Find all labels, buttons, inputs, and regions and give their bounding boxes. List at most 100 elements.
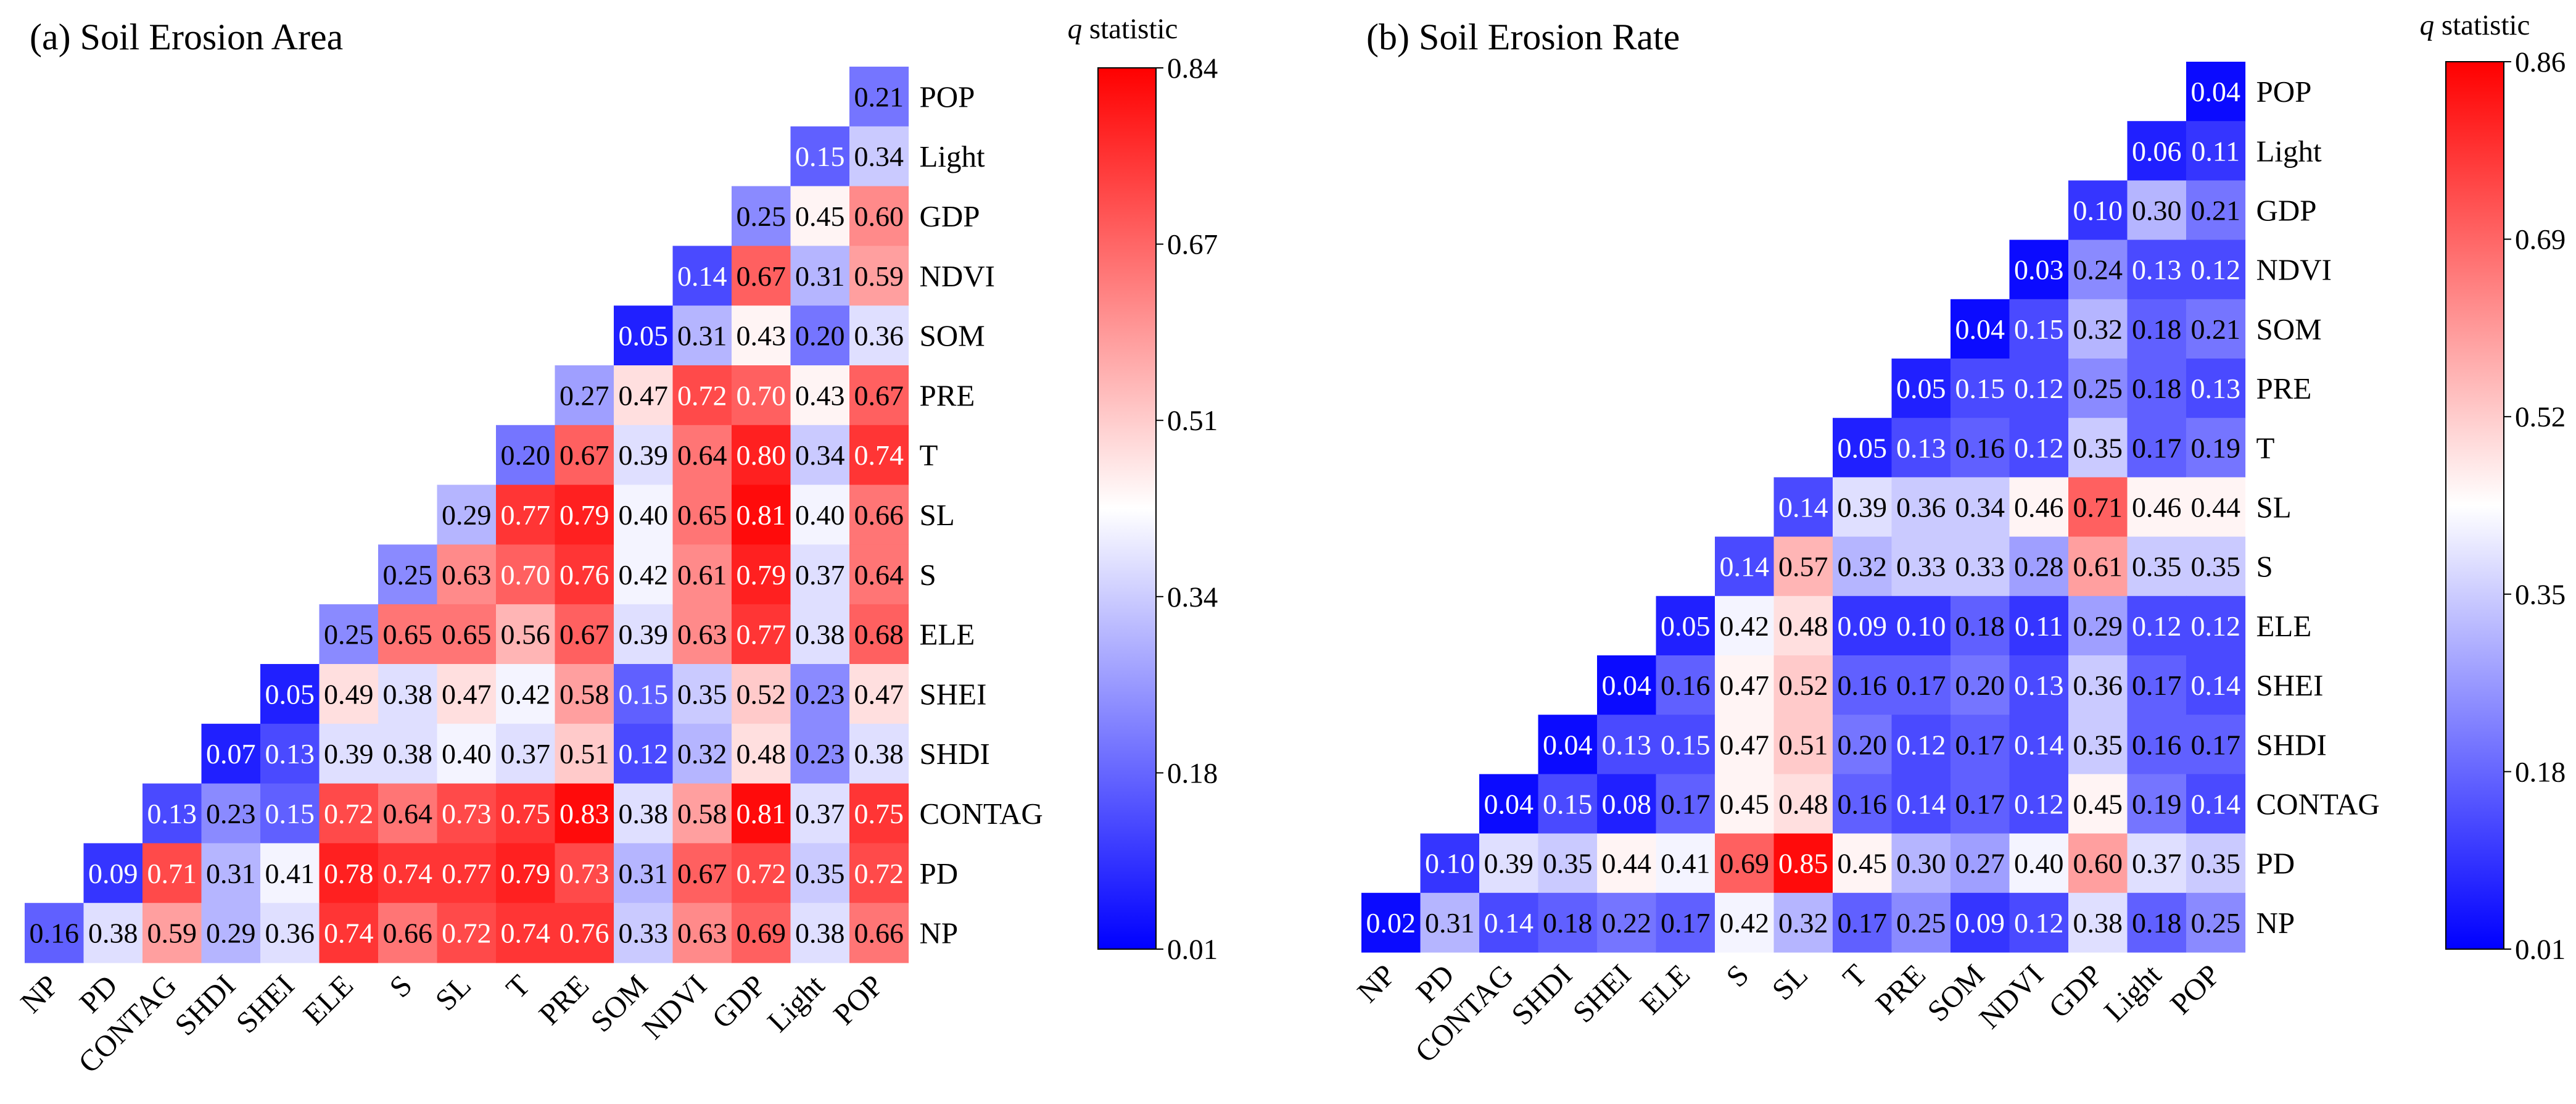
y-tick-label: ELE [920, 618, 975, 652]
cell-value-label: 0.06 [2132, 135, 2182, 167]
heatmap-cell [672, 544, 732, 605]
cell-value-label: 0.35 [795, 858, 845, 889]
y-tick-label: GDP [920, 199, 980, 233]
heatmap-cell [849, 903, 909, 963]
cell-value-label: 0.65 [383, 619, 433, 650]
cell-value-label: 0.17 [1661, 907, 1711, 939]
heatmap-cell [1597, 833, 1657, 894]
heatmap-cell [614, 544, 674, 605]
y-tick-label: SL [920, 498, 955, 532]
cell-value-label: 0.38 [2073, 907, 2123, 939]
cell-value-label: 0.35 [1543, 848, 1593, 879]
heatmap-cell [1656, 715, 1715, 774]
heatmap-cell [849, 843, 909, 903]
cell-value-label: 0.15 [1955, 373, 2005, 404]
heatmap-cell [437, 484, 497, 545]
heatmap-cell [732, 604, 791, 665]
cell-value-label: 0.11 [2191, 135, 2240, 167]
colorbar-ticks: 0.84 0.67 0.51 0.34 0.18 0.01 [1156, 52, 1218, 966]
panel-title: (a) Soil Erosion Area [30, 17, 343, 57]
cell-value-label: 0.12 [2191, 254, 2241, 286]
colorbar-tick-label: 0.51 [1167, 405, 1218, 437]
cell-value-label: 0.48 [737, 738, 786, 770]
x-tick-label: SL [1765, 958, 1814, 1006]
cell-value-label: 0.39 [324, 738, 374, 770]
y-tick-label: SOM [920, 319, 985, 353]
cell-value-label: 0.67 [737, 260, 786, 292]
cell-value-label: 0.03 [2014, 254, 2064, 286]
cell-value-label: 0.64 [854, 559, 904, 591]
cell-value-label: 0.85 [1778, 848, 1828, 879]
heatmap-cell [672, 604, 732, 665]
cell-value-label: 0.36 [1896, 492, 1946, 523]
heatmap-cell [1951, 833, 2010, 894]
cell-value-label: 0.09 [88, 858, 138, 889]
heatmap-cell [142, 783, 202, 844]
heatmap-cell [2186, 596, 2246, 656]
y-tick-label: POP [920, 80, 975, 114]
x-tick-label: S [1719, 958, 1755, 994]
cell-value-label: 0.30 [2132, 195, 2182, 226]
cell-value-label: 0.67 [559, 439, 609, 471]
cell-value-label: 0.51 [559, 738, 609, 770]
heatmap-cell [732, 305, 791, 366]
cell-value-label: 0.79 [559, 499, 609, 531]
cell-value-label: 0.27 [559, 380, 609, 411]
cell-value-label: 0.18 [2132, 907, 2182, 939]
cell-value-label: 0.05 [265, 678, 315, 710]
heatmap-cell [614, 425, 674, 486]
heatmap-cell [1420, 833, 1480, 894]
heatmap-cell [2009, 418, 2069, 478]
heatmap-cell [1538, 892, 1598, 953]
cell-value-label: 0.25 [324, 619, 374, 650]
cell-value-label: 0.43 [737, 320, 786, 352]
cell-value-label: 0.18 [2132, 313, 2182, 345]
cell-value-label: 0.31 [1425, 907, 1475, 939]
colorbar-tick-label: 0.34 [1167, 581, 1218, 613]
cell-value-label: 0.77 [501, 499, 551, 531]
heatmap-cell [849, 246, 909, 306]
cell-value-label: 0.15 [2014, 313, 2064, 345]
heatmap-cell [732, 365, 791, 426]
cell-value-label: 0.48 [1778, 610, 1828, 642]
heatmap-cell [2127, 477, 2187, 537]
heatmap-cell [1479, 774, 1539, 834]
cell-value-label: 0.66 [383, 918, 433, 949]
cell-value-label: 0.05 [1896, 373, 1946, 404]
cell-value-label: 0.48 [1778, 789, 1828, 820]
cell-value-label: 0.36 [265, 918, 315, 949]
y-tick-label: ELE [2256, 609, 2312, 643]
cell-value-label: 0.45 [1720, 789, 1770, 820]
heatmap-cell [1479, 833, 1539, 894]
cell-value-label: 0.46 [2014, 492, 2064, 523]
cell-value-label: 0.14 [1896, 789, 1946, 820]
cell-value-label: 0.33 [619, 918, 669, 949]
heatmap-cell [2186, 833, 2246, 894]
heatmap-cell [1420, 892, 1480, 953]
cell-value-label: 0.16 [1838, 789, 1888, 820]
heatmap-cell [1656, 833, 1715, 894]
heatmap-cell [319, 664, 379, 724]
cell-value-label: 0.17 [1955, 729, 2005, 760]
cell-value-label: 0.36 [2073, 670, 2123, 701]
heatmap-cell [2068, 299, 2128, 359]
heatmap-cell [2009, 477, 2069, 537]
heatmap-cell [849, 425, 909, 486]
heatmap-cell [2068, 596, 2128, 656]
heatmap-cell [1715, 833, 1775, 894]
y-tick-labels: POP Light GDP NDVI SOM PRE T SL S ELE SHEI SHDI CONT… [2256, 75, 2380, 940]
heatmap-cell [378, 664, 438, 724]
cell-value-label: 0.17 [1661, 789, 1711, 820]
y-tick-label: Light [2256, 134, 2322, 168]
heatmap-cell [1891, 477, 1951, 537]
heatmap-cell [1833, 715, 1893, 774]
colorbar-title: q statistic [2420, 9, 2530, 41]
colorbar-tick-label: 0.01 [2515, 934, 2566, 966]
heatmap-cell [2127, 655, 2187, 715]
heatmap-cell [1951, 774, 2010, 834]
cell-value-label: 0.09 [1838, 610, 1888, 642]
heatmap-cell [849, 126, 909, 187]
heatmap-cell [849, 783, 909, 844]
cell-value-label: 0.31 [795, 260, 845, 292]
